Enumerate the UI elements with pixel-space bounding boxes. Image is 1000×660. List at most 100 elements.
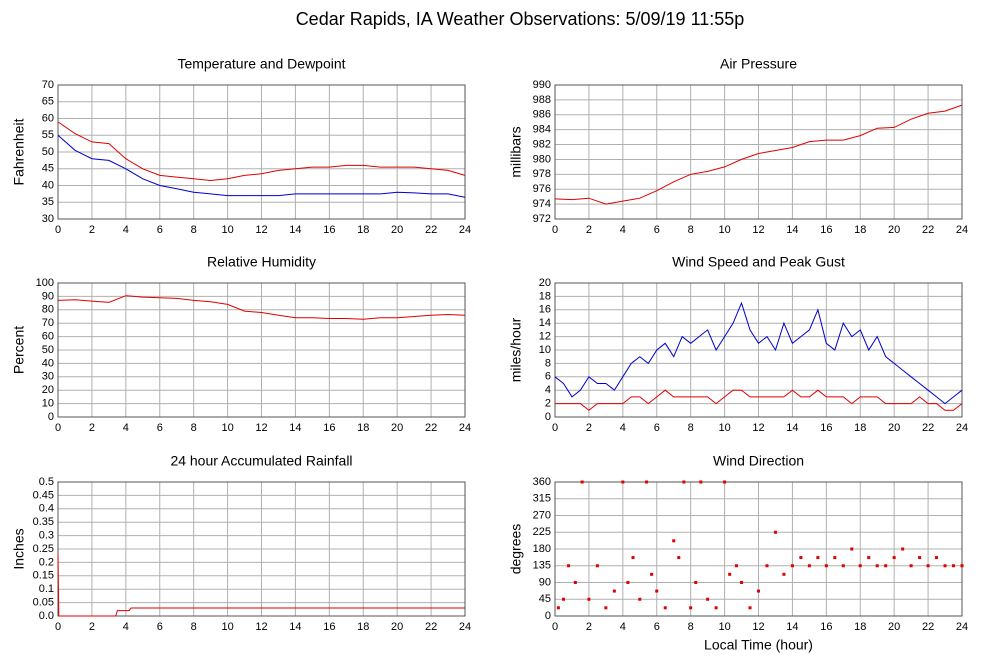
x-tick-label: 18	[357, 224, 369, 236]
x-tick-label: 12	[255, 621, 267, 633]
data-point	[567, 564, 571, 568]
y-tick-label: 0.1	[39, 583, 54, 595]
plot-frame	[554, 481, 963, 617]
y-tick-label: 90	[42, 290, 54, 302]
data-line	[554, 301, 963, 405]
chart-title: 24 hour Accumulated Rainfall	[170, 453, 352, 469]
chart-title: Air Pressure	[720, 56, 797, 72]
y-tick-label: 980	[533, 153, 551, 165]
y-tick-label: 30	[42, 213, 54, 225]
x-tick-label: 12	[752, 621, 764, 633]
x-tick-label: 8	[688, 621, 694, 633]
plot-frame	[57, 481, 466, 617]
x-tick-label: 4	[123, 422, 129, 434]
y-tick-label: 80	[42, 304, 54, 316]
y-tick-label: 976	[533, 183, 551, 195]
data-point	[807, 564, 811, 568]
y-tick-label: 14	[539, 317, 551, 329]
data-point	[612, 589, 616, 593]
data-point	[645, 480, 649, 484]
data-point	[631, 556, 635, 560]
data-point	[573, 581, 577, 584]
x-tick-label: 24	[459, 621, 471, 633]
data-line	[57, 121, 466, 182]
x-tick-label: 0	[55, 621, 61, 633]
data-point	[816, 556, 820, 560]
x-tick-label: 18	[854, 224, 866, 236]
x-tick-label: 12	[255, 224, 267, 236]
x-tick-label: 24	[956, 224, 968, 236]
x-tick-label: 2	[89, 621, 95, 633]
data-line	[555, 389, 963, 411]
x-tick-label: 18	[357, 422, 369, 434]
x-tick-label: 6	[157, 422, 163, 434]
x-tick-label: 10	[718, 224, 730, 236]
data-point	[748, 606, 752, 610]
data-point	[740, 581, 744, 584]
data-point	[943, 564, 947, 568]
data-point	[714, 606, 718, 610]
y-tick-label: 10	[539, 344, 551, 356]
x-tick-label: 12	[255, 422, 267, 434]
x-tick-label: 6	[654, 422, 660, 434]
y-tick-label: 40	[42, 357, 54, 369]
data-point	[935, 556, 939, 560]
x-tick-label: 16	[820, 224, 832, 236]
x-tick-label: 22	[425, 422, 437, 434]
data-point	[841, 564, 845, 568]
x-tick-label: 4	[620, 224, 626, 236]
y-tick-label: 0.2	[39, 556, 54, 568]
chart-title: Wind Direction	[713, 453, 804, 469]
y-tick-label: 45	[42, 163, 54, 175]
x-tick-label: 8	[688, 224, 694, 236]
y-tick-label: 0	[48, 411, 54, 423]
data-point	[773, 530, 777, 534]
data-line	[554, 104, 963, 205]
data-point	[621, 480, 625, 484]
y-tick-label: 6	[545, 371, 551, 383]
y-tick-label: 70	[42, 317, 54, 329]
chart-title: Temperature and Dewpoint	[177, 56, 345, 72]
data-point	[706, 597, 710, 601]
y-tick-label: 100	[36, 277, 54, 289]
x-tick-label: 12	[752, 224, 764, 236]
data-line	[57, 134, 466, 198]
x-tick-label: 2	[586, 422, 592, 434]
plot-frame	[554, 84, 963, 220]
y-tick-label: 360	[533, 476, 551, 488]
x-tick-label: 24	[459, 224, 471, 236]
y-tick-label: 988	[533, 94, 551, 106]
y-tick-label: 16	[539, 304, 551, 316]
y-tick-label: 972	[533, 213, 551, 225]
x-tick-label: 12	[752, 422, 764, 434]
data-point	[677, 556, 681, 560]
page-title: Cedar Rapids, IA Weather Observations: 5…	[296, 9, 745, 29]
x-tick-label: 8	[688, 422, 694, 434]
data-line	[57, 554, 465, 617]
y-tick-label: 60	[42, 331, 54, 343]
data-point	[867, 556, 871, 560]
data-point	[580, 480, 584, 484]
x-tick-label: 6	[654, 621, 660, 633]
data-point	[850, 547, 854, 551]
x-tick-label: 2	[89, 422, 95, 434]
y-tick-label: 30	[42, 371, 54, 383]
y-axis-label: Inches	[11, 528, 27, 569]
data-point	[790, 564, 794, 568]
y-tick-label: 180	[533, 543, 551, 555]
data-point	[918, 556, 922, 560]
x-tick-label: 22	[425, 621, 437, 633]
y-tick-label: 986	[533, 109, 551, 121]
x-tick-label: 2	[89, 224, 95, 236]
x-tick-label: 4	[123, 621, 129, 633]
x-tick-label: 22	[922, 621, 934, 633]
data-point	[960, 564, 964, 568]
x-tick-label: 24	[956, 422, 968, 434]
data-point	[875, 564, 879, 568]
y-tick-label: 2	[545, 398, 551, 410]
x-tick-label: 8	[191, 621, 197, 633]
y-tick-label: 982	[533, 138, 551, 150]
x-tick-label: 20	[888, 224, 900, 236]
x-tick-label: 20	[888, 422, 900, 434]
